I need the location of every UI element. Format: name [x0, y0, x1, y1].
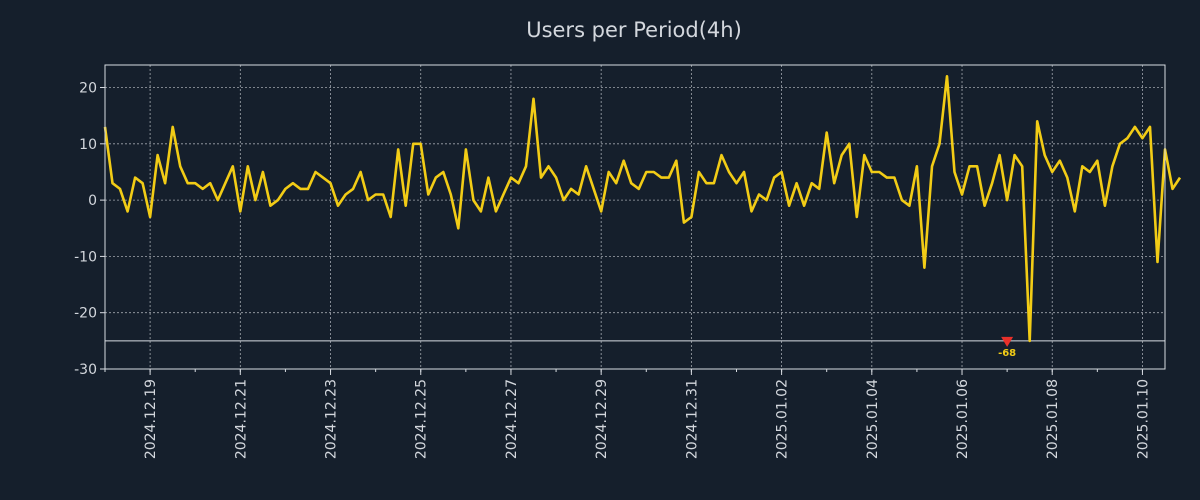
- clipped-value-label: -68: [998, 348, 1016, 359]
- series-line: [103, 75, 1182, 343]
- x-tick-label: 2025.01.04: [865, 379, 881, 459]
- x-tick-label: 2025.01.06: [955, 379, 971, 459]
- y-tick-label: 0: [88, 193, 97, 209]
- y-tick-label: 20: [79, 81, 97, 97]
- x-tick-label: 2024.12.29: [594, 379, 610, 459]
- x-tick-label: 2024.12.19: [143, 379, 159, 459]
- series-layer: [103, 75, 1182, 343]
- y-tick-label: -30: [74, 362, 97, 378]
- x-tick-label: 2025.01.02: [775, 379, 791, 459]
- x-tick-label: 2024.12.21: [233, 379, 249, 459]
- y-tick-label: -10: [74, 249, 97, 265]
- chart-title: Users per Period(4h): [526, 18, 742, 42]
- clipped-point-marker: [1001, 336, 1014, 347]
- y-tick-label: -20: [74, 306, 97, 322]
- x-tick-label: 2025.01.10: [1135, 379, 1151, 459]
- grid-lines: [105, 65, 1165, 370]
- x-tick-label: 2025.01.08: [1045, 379, 1061, 459]
- y-tick-label: 10: [79, 137, 97, 153]
- x-tick-label: 2024.12.27: [504, 379, 520, 459]
- plot-frame: [104, 64, 1166, 370]
- x-tick-label: 2024.12.31: [684, 379, 700, 459]
- x-tick-label: 2024.12.23: [324, 379, 340, 459]
- x-tick-label: 2024.12.25: [414, 379, 430, 459]
- axes: 20 10 0 -10 -20 -30 2024.12.19 2024.12.21 2024.1…: [74, 81, 1151, 460]
- annotation-layer: -68: [998, 336, 1016, 359]
